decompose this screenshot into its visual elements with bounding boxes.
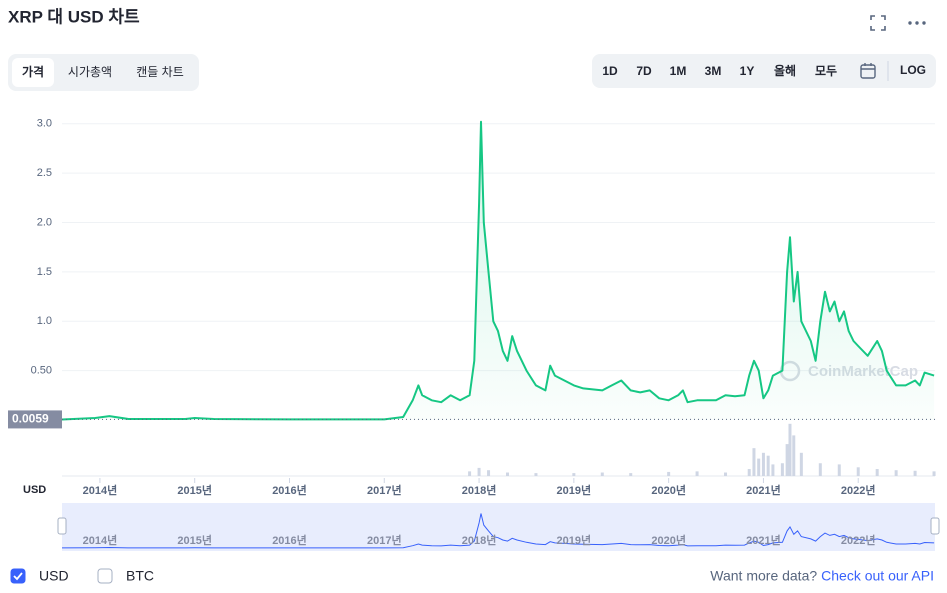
volume-bar — [788, 423, 792, 476]
price-line — [61, 120, 935, 421]
volume-bar — [600, 472, 604, 476]
range-button[interactable]: 7D — [636, 64, 652, 78]
y-tick-label: 0.50 — [31, 365, 52, 377]
volume-bar — [572, 473, 576, 476]
price-area — [62, 121, 935, 421]
y-tick-label: 1.0 — [37, 315, 52, 327]
navigator-handle[interactable] — [57, 517, 67, 535]
volume-bar — [771, 464, 775, 476]
volume-bar — [506, 472, 510, 476]
volume-bar — [747, 469, 751, 476]
x-tick-label: 2016년 — [272, 483, 307, 497]
navigator-year-label: 2020년 — [651, 533, 686, 547]
navigator-year-label: 2021년 — [746, 533, 781, 547]
navigator-year-label: 2016년 — [272, 533, 307, 547]
range-button[interactable]: 1D — [602, 64, 618, 78]
volume-bar — [837, 464, 841, 476]
active-tab — [12, 58, 54, 87]
range-button[interactable]: 모두 — [815, 64, 837, 78]
volume-bar — [487, 470, 491, 476]
range-button[interactable]: 1M — [670, 64, 687, 78]
range-button[interactable]: 1Y — [740, 64, 755, 78]
x-tick-label: 2020년 — [651, 483, 686, 497]
api-link[interactable]: Check out our API — [821, 568, 934, 584]
volume-bar — [875, 469, 879, 476]
navigator-year-label: 2015년 — [177, 533, 212, 547]
range-button[interactable]: 3M — [705, 64, 722, 78]
volume-bar — [894, 470, 898, 476]
y-tick-label: 2.5 — [37, 167, 52, 179]
volume-bar — [785, 444, 789, 476]
navigator-year-label: 2019년 — [557, 533, 592, 547]
navigator-year-label: 2018년 — [462, 533, 497, 547]
tab-group — [8, 54, 199, 91]
volume-bar — [724, 472, 728, 476]
volume-bar — [932, 471, 936, 476]
volume-bar — [477, 467, 481, 476]
volume-bar — [752, 448, 756, 476]
volume-bar — [780, 463, 784, 476]
y-unit-label: USD — [23, 484, 46, 496]
volume-bar — [792, 435, 796, 476]
volume-bar — [757, 458, 761, 476]
volume-bar — [695, 471, 699, 476]
volume-bar — [629, 473, 633, 476]
range-button[interactable]: 올해 — [774, 64, 796, 78]
page-title: XRP 대 USD 차트 — [8, 7, 140, 26]
x-tick-label: 2019년 — [557, 483, 592, 497]
y-tick-label: 3.0 — [37, 118, 52, 130]
x-tick-label: 2017년 — [367, 483, 402, 497]
x-tick-label: 2014년 — [83, 483, 118, 497]
range-group — [592, 54, 936, 88]
volume-bar — [468, 471, 472, 476]
currency-label[interactable]: BTC — [126, 568, 154, 584]
tab[interactable]: 캔들 차트 — [136, 65, 184, 79]
x-tick-label: 2015년 — [177, 483, 212, 497]
currency-label[interactable]: USD — [39, 568, 69, 584]
more-icon[interactable] — [908, 21, 926, 25]
volume-bar — [761, 452, 765, 476]
start-price-label: 0.0059 — [12, 412, 49, 426]
volume-bar — [667, 471, 671, 476]
footer-prompt: Want more data? — [710, 568, 817, 584]
volume-bar — [766, 455, 770, 476]
volume-bar — [856, 467, 860, 476]
tab[interactable]: 가격 — [22, 64, 44, 79]
start-price-box — [8, 410, 62, 429]
navigator-year-label: 2014년 — [83, 533, 118, 547]
x-tick-label: 2018년 — [462, 483, 497, 497]
x-tick-label: 2022년 — [841, 483, 876, 497]
volume-bar — [913, 470, 917, 476]
volume-bar — [818, 463, 822, 476]
navigator-handle[interactable] — [930, 517, 940, 535]
navigator-line — [61, 513, 935, 549]
calendar-icon[interactable] — [860, 63, 876, 79]
volume-bar — [534, 473, 538, 476]
log-button[interactable]: LOG — [900, 63, 926, 77]
y-tick-label: 2.0 — [37, 216, 52, 228]
navigator-year-label: 2022년 — [841, 533, 876, 547]
tab[interactable]: 시가총액 — [68, 65, 112, 79]
fullscreen-icon[interactable] — [870, 15, 886, 31]
checkmark — [13, 572, 23, 581]
x-tick-label: 2021년 — [746, 483, 781, 497]
checkbox[interactable] — [97, 568, 113, 584]
checkbox[interactable] — [10, 568, 26, 584]
volume-bar — [799, 452, 803, 476]
y-tick-label: 1.5 — [37, 266, 52, 278]
navigator-year-label: 2017년 — [367, 533, 402, 547]
